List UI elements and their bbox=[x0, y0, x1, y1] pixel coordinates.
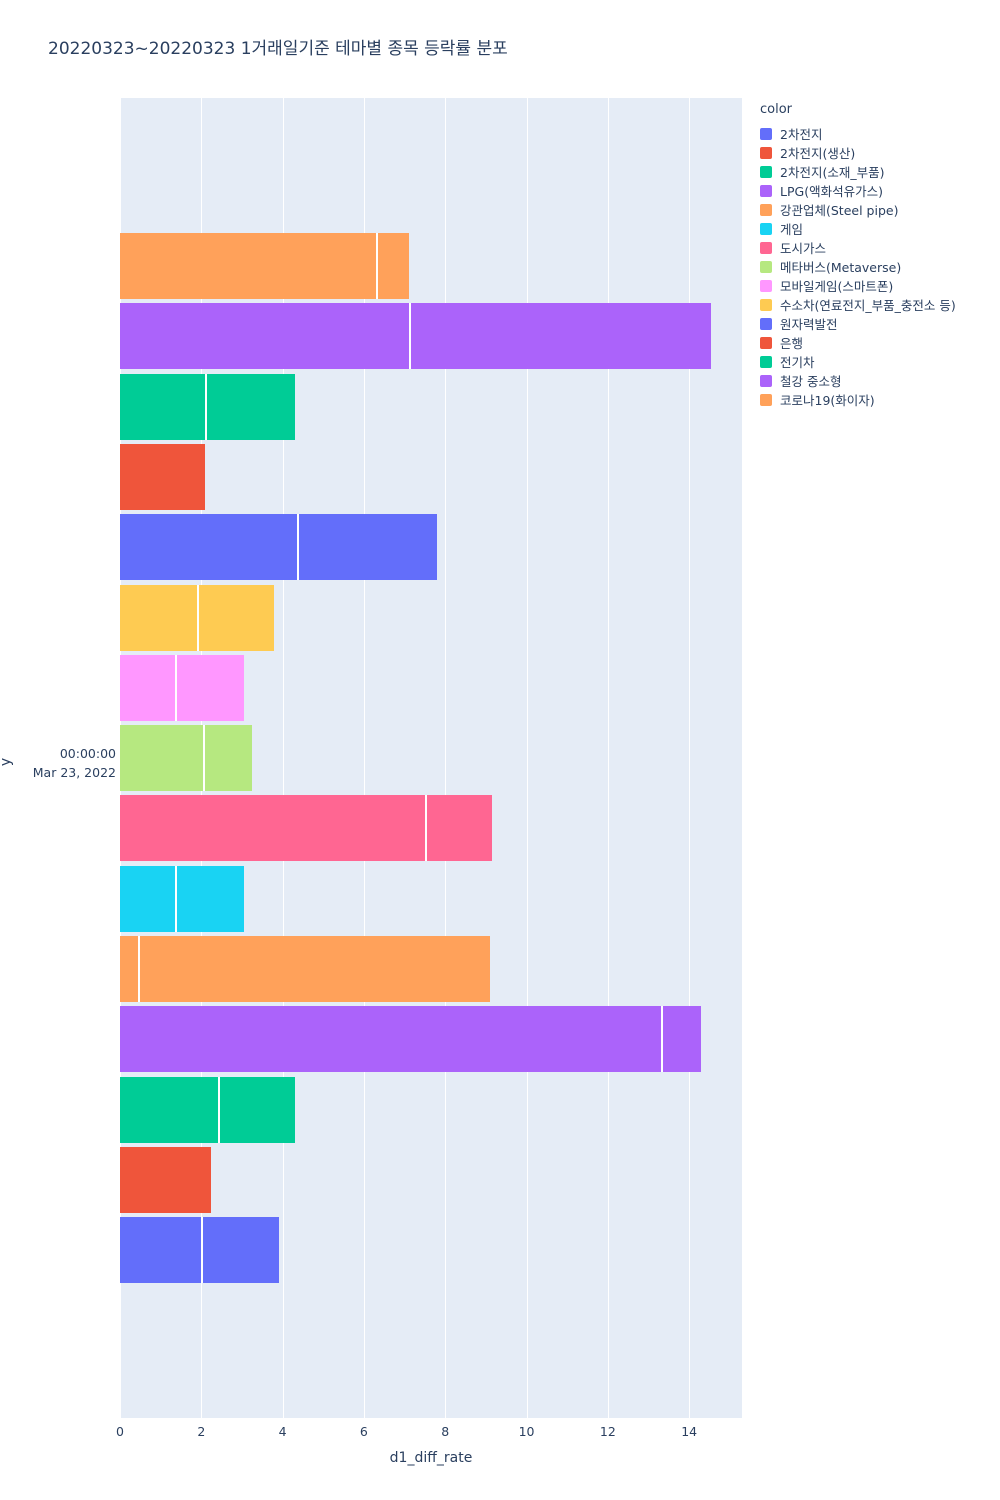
legend-item-label: 강관업체(Steel pipe) bbox=[780, 203, 899, 218]
legend-item-label: 메타버스(Metaverse) bbox=[780, 260, 902, 275]
legend-item[interactable]: 모바일게임(스마트폰) bbox=[760, 276, 992, 295]
bar-segment bbox=[120, 725, 204, 792]
legend-item-label: 코로나19(화이자) bbox=[780, 393, 875, 408]
legend-item[interactable]: 게임 bbox=[760, 219, 992, 238]
legend-marker-icon bbox=[760, 393, 772, 406]
bar-segment bbox=[120, 1006, 661, 1073]
legend-item[interactable]: 2차전지 bbox=[760, 124, 992, 143]
bar-segment bbox=[408, 303, 712, 370]
bar-segment bbox=[120, 443, 206, 510]
legend-marker-icon bbox=[760, 146, 772, 159]
legend-marker-icon bbox=[760, 203, 772, 216]
legend-item[interactable]: 2차전지(생산) bbox=[760, 143, 992, 162]
y-tick-line-date: Mar 23, 2022 bbox=[32, 765, 116, 781]
bar-segment bbox=[203, 725, 253, 792]
legend-marker-icon bbox=[760, 279, 772, 292]
legend-item[interactable]: 강관업체(Steel pipe) bbox=[760, 200, 992, 219]
legend-item[interactable]: 전기차 bbox=[760, 352, 992, 371]
x-tick-label: 8 bbox=[441, 1424, 450, 1439]
x-tick-label: 0 bbox=[116, 1424, 124, 1439]
x-tick-label: 12 bbox=[599, 1424, 616, 1439]
bar-segment bbox=[424, 795, 492, 862]
y-tick-line-time: 00:00:00 bbox=[59, 746, 116, 761]
bar-segment bbox=[120, 373, 206, 440]
legend-item-label: 도시가스 bbox=[780, 241, 827, 256]
bar-segment bbox=[120, 1146, 212, 1213]
bar-segment bbox=[174, 654, 244, 721]
legend-marker-icon bbox=[760, 241, 772, 254]
legend-items: 2차전지 2차전지(생산) 2차전지(소재_부품) LPG(액화석유가스) 강관업체(S… bbox=[760, 124, 992, 409]
bar-segment bbox=[120, 303, 409, 370]
legend-item[interactable]: LPG(액화석유가스) bbox=[760, 181, 992, 200]
x-tick-label: 14 bbox=[681, 1424, 698, 1439]
legend-item-label: 전기차 bbox=[780, 355, 815, 370]
bar-segment bbox=[296, 514, 438, 581]
plot-area bbox=[120, 98, 742, 1418]
legend-item-label: 모바일게임(스마트폰) bbox=[780, 279, 894, 294]
legend-marker-icon bbox=[760, 222, 772, 235]
legend-marker-icon bbox=[760, 260, 772, 273]
gridline bbox=[607, 98, 609, 1418]
bar-segment bbox=[205, 373, 295, 440]
bar-segment bbox=[217, 1076, 295, 1143]
y-tick-label: 00:00:00 Mar 23, 2022 bbox=[28, 744, 116, 783]
bar-segment bbox=[138, 936, 490, 1002]
bar-segment bbox=[120, 865, 175, 932]
legend-marker-icon bbox=[760, 355, 772, 368]
x-tick-label: 2 bbox=[197, 1424, 206, 1439]
legend-item-label: 원자력발전 bbox=[780, 317, 838, 332]
legend-marker-icon bbox=[760, 165, 772, 178]
legend-item[interactable]: 철강 중소형 bbox=[760, 371, 992, 390]
bar-segment bbox=[120, 795, 425, 862]
gridline bbox=[363, 98, 365, 1418]
bar-segment bbox=[120, 1076, 218, 1143]
legend-item-label: 2차전지(소재_부품) bbox=[780, 165, 885, 180]
legend-item-label: 게임 bbox=[780, 222, 804, 237]
legend-item-label: 2차전지(생산) bbox=[780, 146, 856, 161]
legend-marker-icon bbox=[760, 298, 772, 311]
legend-item-label: 2차전지 bbox=[780, 127, 823, 142]
bar-segment bbox=[120, 936, 139, 1002]
gridline bbox=[282, 98, 284, 1418]
bar-segment bbox=[120, 1217, 202, 1284]
legend-marker-icon bbox=[760, 127, 772, 140]
legend-item[interactable]: 은행 bbox=[760, 333, 992, 352]
legend-item[interactable]: 도시가스 bbox=[760, 238, 992, 257]
legend-item-label: 철강 중소형 bbox=[780, 374, 842, 389]
bar-segment bbox=[120, 514, 297, 581]
gridline bbox=[445, 98, 447, 1418]
legend-item[interactable]: 원자력발전 bbox=[760, 314, 992, 333]
legend-item[interactable]: 수소차(연료전지_부품_충전소 등) bbox=[760, 295, 992, 314]
legend-item[interactable]: 2차전지(소재_부품) bbox=[760, 162, 992, 181]
bar-segment bbox=[660, 1006, 702, 1073]
x-axis-label: d1_diff_rate bbox=[389, 1450, 473, 1466]
bar-segment bbox=[120, 233, 377, 299]
x-axis-ticks: 0 2 4 6 8 10 12 14 bbox=[0, 1424, 1000, 1442]
x-tick-label: 4 bbox=[278, 1424, 287, 1439]
y-axis-label: y bbox=[0, 758, 14, 766]
bar-segment bbox=[174, 865, 244, 932]
chart-title: 20220323~20220323 1거래일기준 테마별 종목 등락률 분포 bbox=[48, 39, 508, 59]
legend-item[interactable]: 메타버스(Metaverse) bbox=[760, 257, 992, 276]
bar-segment bbox=[201, 1217, 279, 1284]
legend-title: color bbox=[760, 102, 793, 117]
legend-marker-icon bbox=[760, 374, 772, 387]
legend-marker-icon bbox=[760, 184, 772, 197]
legend-item[interactable]: 코로나19(화이자) bbox=[760, 390, 992, 409]
legend-marker-icon bbox=[760, 317, 772, 330]
bar-segment bbox=[197, 584, 275, 651]
legend-item-label: LPG(액화석유가스) bbox=[780, 184, 883, 199]
legend-item-label: 수소차(연료전지_부품_충전소 등) bbox=[780, 298, 956, 313]
x-tick-label: 10 bbox=[518, 1424, 535, 1439]
bar-segment bbox=[376, 233, 409, 299]
legend-item-label: 은행 bbox=[780, 336, 804, 351]
legend-marker-icon bbox=[760, 336, 772, 349]
gridline bbox=[526, 98, 528, 1418]
bar-segment bbox=[120, 584, 198, 651]
legend: color 2차전지 2차전지(생산) 2차전지(소재_부품) LPG(액화석유가스)… bbox=[760, 102, 992, 409]
x-tick-label: 6 bbox=[359, 1424, 368, 1439]
gridline bbox=[689, 98, 691, 1418]
bar-segment bbox=[120, 654, 175, 721]
